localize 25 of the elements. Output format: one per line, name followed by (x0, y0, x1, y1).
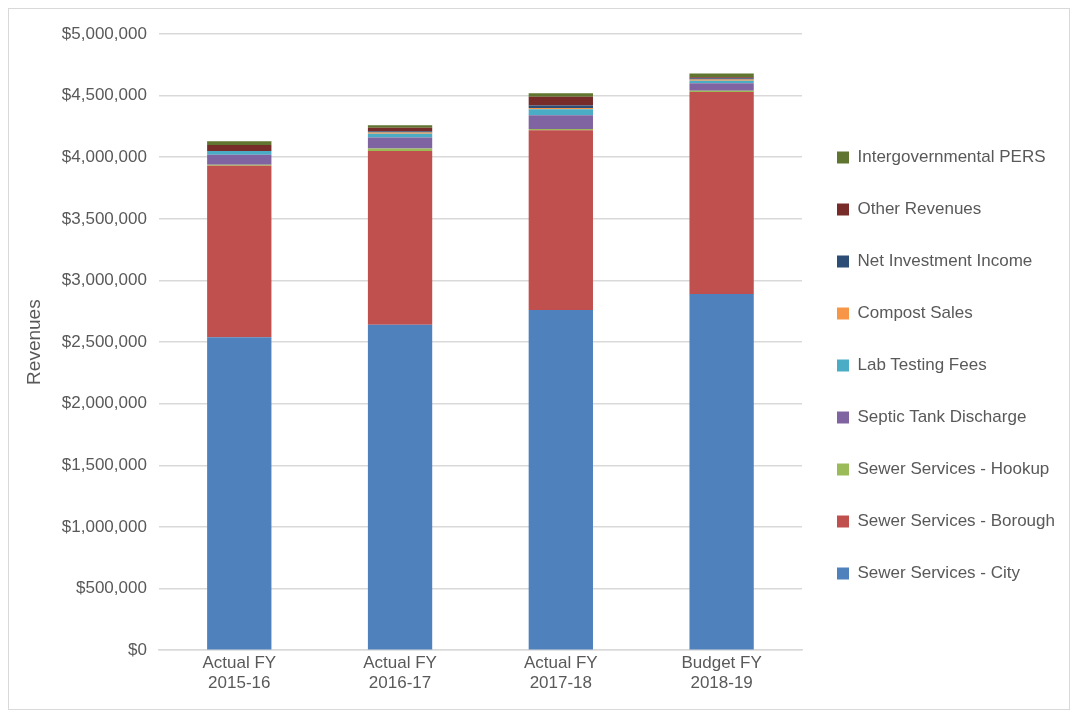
legend-label: Sewer Services - City (857, 563, 1021, 583)
y-tick-label: $3,000,000 (61, 270, 147, 290)
y-tick-label: $0 (127, 639, 147, 659)
x-tick-label: Budget FY 2018-19 (681, 653, 762, 693)
y-tick-label: $1,000,000 (61, 516, 147, 536)
y-tick-label: $5,000,000 (61, 23, 147, 43)
legend-label: Compost Sales (857, 303, 973, 323)
y-tick-label: $3,500,000 (61, 208, 147, 228)
y-tick-label: $500,000 (75, 578, 147, 598)
legend-label: Sewer Services - Hookup (857, 459, 1050, 479)
x-tick-label: Actual FY 2015-16 (202, 653, 277, 693)
x-tick-label: Actual FY 2017-18 (523, 653, 598, 693)
y-tick-label: $4,500,000 (61, 85, 147, 105)
legend-label: Lab Testing Fees (857, 355, 987, 375)
legend-label: Other Revenues (857, 199, 982, 219)
x-tick-label: Actual FY 2016-17 (363, 653, 437, 693)
y-tick-label: $4,000,000 (61, 146, 147, 166)
y-tick-label: $1,500,000 (61, 455, 147, 475)
legend-label: Intergovernmental PERS (857, 147, 1046, 167)
y-axis-title: Revenues (22, 299, 44, 385)
y-tick-label: $2,500,000 (61, 331, 147, 351)
legend-label: Septic Tank Discharge (857, 407, 1027, 427)
y-tick-label: $2,000,000 (61, 393, 147, 413)
legend-label: Net Investment Income (857, 251, 1033, 271)
legend-label: Sewer Services - Borough (857, 511, 1055, 531)
